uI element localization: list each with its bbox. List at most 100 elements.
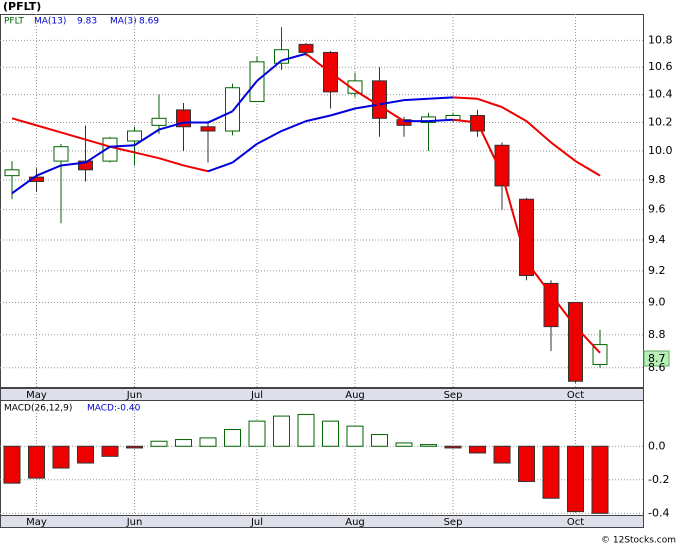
macd-bar xyxy=(52,445,70,469)
macd-bar xyxy=(126,445,143,449)
moving-average-segment xyxy=(452,96,478,100)
y-tick-label: 9.2 xyxy=(648,264,666,277)
macd-bar xyxy=(28,445,45,479)
moving-average-segment xyxy=(354,103,380,110)
y-tick-label: -0.2 xyxy=(648,473,669,486)
price-panel xyxy=(0,14,644,388)
moving-average-segment xyxy=(550,141,577,162)
y-tick-label: 9.0 xyxy=(648,295,666,308)
moving-average-segment xyxy=(60,131,86,141)
candle-body xyxy=(127,130,142,142)
candle-body xyxy=(298,43,314,53)
macd-bar xyxy=(101,445,119,457)
moving-average-segment xyxy=(207,110,233,124)
legend-macd: MACD(26,12,9) xyxy=(4,404,72,414)
y-tick-label: 9.4 xyxy=(648,233,666,246)
footer: © 12Stocks.com xyxy=(601,536,676,546)
legend-ma13: MA(13) xyxy=(34,17,66,27)
moving-average-segment xyxy=(36,124,62,134)
legend-ma13-value: 9.83 xyxy=(77,17,97,27)
moving-average-segment xyxy=(231,80,258,112)
macd-bar xyxy=(175,439,192,447)
macd-bar xyxy=(591,445,609,514)
moving-average-segment xyxy=(452,118,478,124)
macd-bar xyxy=(518,445,535,482)
moving-average-segment xyxy=(231,143,258,164)
moving-average-segment xyxy=(60,161,86,167)
x-tick-label: Oct xyxy=(567,517,584,528)
macd-annotation: MACD:-0.40 xyxy=(87,404,141,414)
moving-average-segment xyxy=(329,71,356,92)
x-tick-label: Jul xyxy=(250,390,263,401)
candle-body xyxy=(421,116,436,124)
x-tick-label: May xyxy=(26,390,47,401)
x-tick-label: Jun xyxy=(126,390,143,401)
candle-body xyxy=(568,301,583,382)
moving-average-segment xyxy=(281,52,307,62)
candle-body xyxy=(494,144,510,187)
moving-average-segment xyxy=(109,145,135,154)
macd-bar xyxy=(567,445,584,513)
moving-average-segment xyxy=(158,121,184,131)
moving-average-segment xyxy=(11,117,37,127)
moving-average-segment xyxy=(574,160,601,177)
macd-bar xyxy=(371,434,388,447)
macd-bar xyxy=(395,442,413,447)
macd-bar xyxy=(273,415,290,447)
last-price-label: 8.7 xyxy=(648,352,666,365)
last-price-box xyxy=(643,350,670,367)
macd-bar xyxy=(3,445,21,484)
macd-bar xyxy=(493,445,511,464)
macd-bar xyxy=(322,420,339,447)
moving-average-segment xyxy=(158,157,184,167)
moving-average-segment xyxy=(525,260,552,296)
moving-average-segment xyxy=(550,293,577,328)
macd-month-strip xyxy=(0,515,644,528)
moving-average-segment xyxy=(84,145,111,164)
candle-body xyxy=(519,198,534,277)
macd-bar xyxy=(346,425,364,447)
y-tick-label: 9.6 xyxy=(648,203,666,216)
candle-body xyxy=(200,126,216,132)
y-tick-label: 8.8 xyxy=(648,328,666,341)
moving-average-segment xyxy=(477,97,503,109)
price-month-strip xyxy=(0,388,644,401)
macd-panel xyxy=(0,400,644,516)
y-tick-label: 0.0 xyxy=(648,439,666,452)
x-tick-label: May xyxy=(26,517,47,528)
symbol-label: PFLT xyxy=(4,17,24,27)
macd-bar xyxy=(542,445,560,499)
moving-average-segment xyxy=(403,97,429,102)
macd-bar xyxy=(469,445,486,454)
candle-body xyxy=(29,176,44,183)
candle-body xyxy=(396,119,412,126)
x-tick-label: Oct xyxy=(567,390,584,401)
candle-body xyxy=(151,117,167,126)
candle-body xyxy=(53,146,69,162)
moving-average-segment xyxy=(36,164,62,177)
x-tick-label: Sep xyxy=(444,517,463,528)
y-tick-label: -0.4 xyxy=(648,506,669,519)
moving-average-segment xyxy=(305,52,332,74)
moving-average-segment xyxy=(134,151,160,160)
y-tick-label: 10.6 xyxy=(648,60,673,73)
macd-bar xyxy=(444,445,462,449)
candle-body xyxy=(4,169,20,177)
macd-bar xyxy=(150,440,168,447)
moving-average-segment xyxy=(379,99,405,106)
candle-body xyxy=(225,87,240,132)
chart-title: (PFLT) xyxy=(3,0,41,13)
moving-average-segment xyxy=(281,120,307,132)
moving-average-segment xyxy=(428,96,454,100)
x-tick-label: Jun xyxy=(126,517,143,528)
candle-body xyxy=(347,80,363,94)
candle-body xyxy=(78,160,93,171)
candle-body xyxy=(102,137,118,162)
moving-average-segment xyxy=(378,104,405,122)
moving-average-segment xyxy=(256,59,283,82)
candle-body xyxy=(372,80,387,119)
macd-bar xyxy=(199,437,217,447)
x-tick-label: Jul xyxy=(250,517,263,528)
moving-average-segment xyxy=(133,128,160,147)
moving-average-segment xyxy=(428,118,454,123)
